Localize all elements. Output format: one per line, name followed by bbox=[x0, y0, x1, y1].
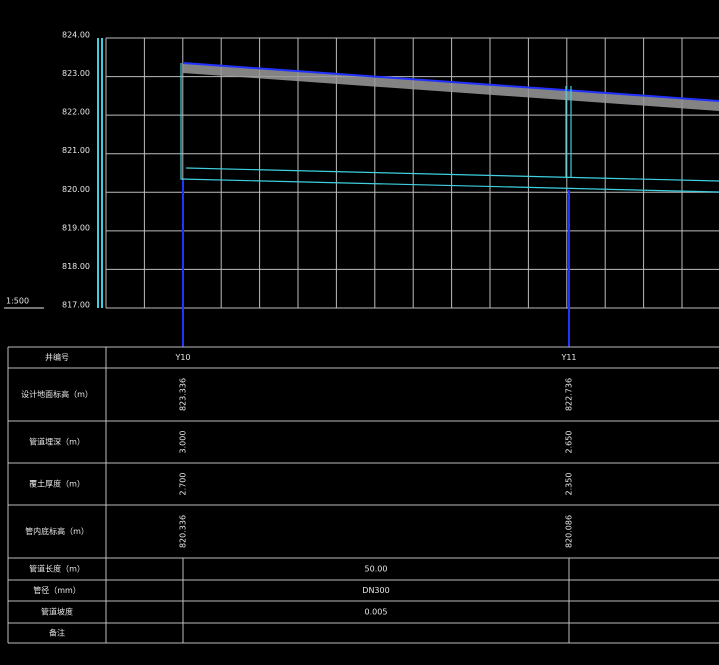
cell-value: 50.00 bbox=[365, 565, 388, 574]
axis-label: 823.00 bbox=[62, 69, 90, 78]
axis-label: 824.00 bbox=[62, 31, 90, 40]
axis-label: 819.00 bbox=[62, 223, 90, 232]
row-header: 覆土厚度（m） bbox=[29, 479, 85, 489]
cell-value: DN300 bbox=[362, 586, 389, 595]
axis-label: 821.00 bbox=[62, 146, 90, 155]
ground-line bbox=[182, 62, 719, 102]
pipe-crown bbox=[185, 167, 719, 182]
row-header: 备注 bbox=[49, 628, 65, 638]
station-label: Y10 bbox=[174, 353, 190, 362]
station-label: Y11 bbox=[560, 353, 576, 362]
row-header: 设计地面标高（m） bbox=[21, 389, 93, 399]
cell-value: 0.005 bbox=[365, 608, 388, 617]
axis-label: 817.00 bbox=[62, 301, 90, 310]
cell-value: 822.736 bbox=[565, 378, 574, 411]
scale-label: 1:500 bbox=[6, 297, 29, 306]
cell-value: 2.700 bbox=[179, 473, 188, 496]
cell-value: 820.336 bbox=[179, 515, 188, 548]
row-header: 管道坡度 bbox=[41, 607, 73, 617]
pipe-invert bbox=[180, 63, 719, 193]
axis-label: 820.00 bbox=[62, 185, 90, 194]
row-header: 井编号 bbox=[45, 352, 69, 362]
cell-value: 2.650 bbox=[565, 431, 574, 454]
cell-value: 823.336 bbox=[179, 378, 188, 411]
row-header: 管径（mm） bbox=[33, 585, 81, 595]
row-header: 管内底标高（m） bbox=[25, 526, 89, 536]
row-header: 管道埋深（m） bbox=[29, 437, 85, 447]
axis-label: 818.00 bbox=[62, 262, 90, 271]
cell-value: 820.086 bbox=[565, 515, 574, 548]
cell-value: 2.350 bbox=[565, 473, 574, 496]
ground-hatch bbox=[183, 63, 719, 111]
axis-label: 822.00 bbox=[62, 108, 90, 117]
row-header: 管道长度（m） bbox=[29, 564, 85, 574]
data-table: 井编号 Y10 Y11 设计地面标高（m） 823.336 822.736 管道埋深（m） 3… bbox=[7, 346, 719, 644]
cell-value: 3.000 bbox=[179, 431, 188, 454]
